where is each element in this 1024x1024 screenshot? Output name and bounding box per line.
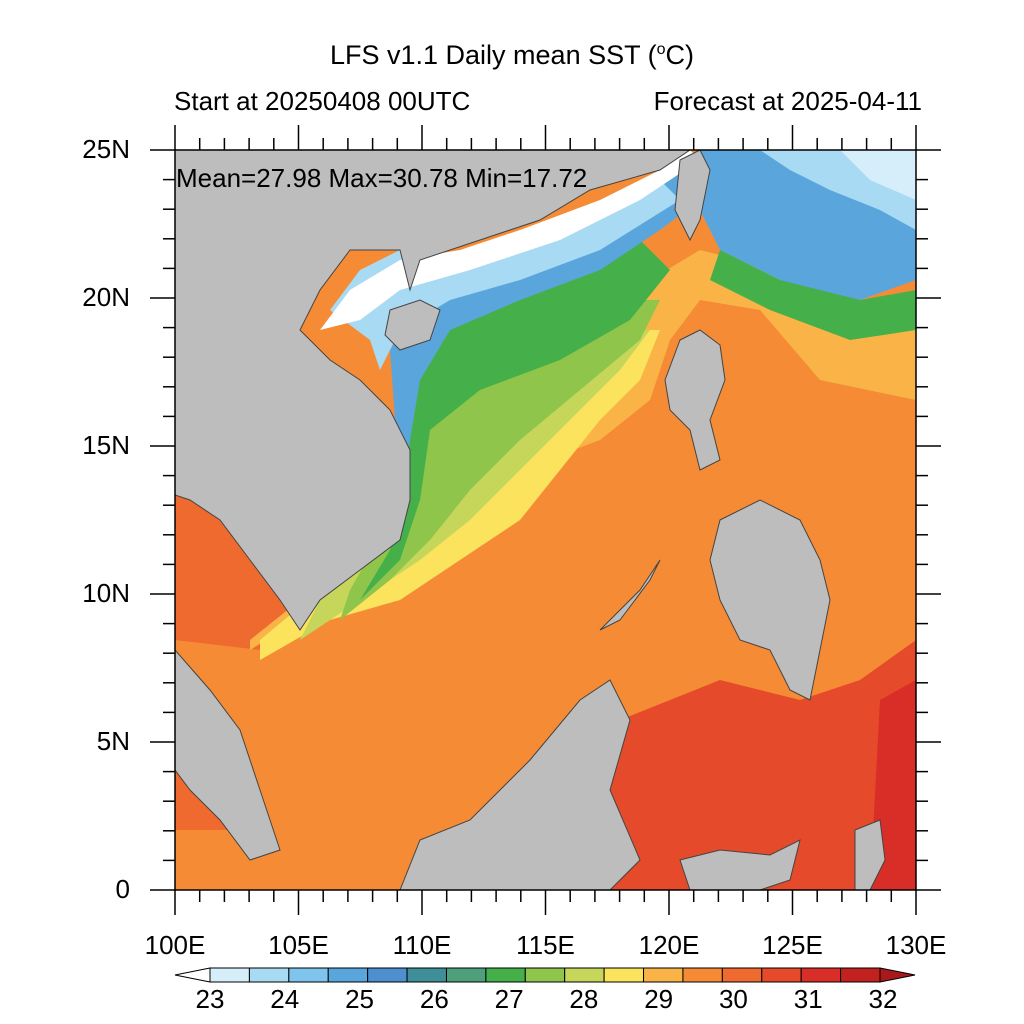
stats-label: Mean=27.98 Max=30.78 Min=17.72: [176, 163, 588, 193]
lat-tick-label: 25N: [82, 134, 130, 164]
sst-band-23-ne: [840, 150, 916, 200]
sst-band-24-coast: [330, 180, 680, 370]
lat-tick-label: 0: [115, 874, 130, 904]
colorbar-label: 31: [793, 984, 823, 1014]
land-halmahera: [854, 819, 886, 890]
colorbar-box: [721, 967, 763, 983]
sst-band-30-west: [175, 490, 300, 650]
land: [175, 150, 886, 890]
colorbar-box: [524, 967, 566, 983]
land-visayas-mindanao: [709, 499, 831, 701]
colorbar-label: 25: [345, 984, 374, 1014]
lon-tick-label: 120E: [638, 930, 700, 960]
lat-tick-label: 15N: [82, 430, 130, 460]
colorbar-box: [248, 967, 290, 983]
land-malay-peninsula: [175, 649, 281, 861]
forecast-time-label: Forecast at 2025-04-11: [653, 86, 922, 116]
colorbar-box: [406, 967, 447, 983]
lat-tick-label: 5N: [96, 726, 130, 756]
colorbar-box: [288, 967, 329, 983]
colorbar-box: [603, 967, 645, 983]
colorbar-label: 29: [644, 984, 674, 1014]
colorbar-box: [800, 967, 842, 983]
land-hainan: [384, 299, 441, 351]
land-sulawesi: [679, 839, 801, 890]
colorbar-label: 24: [270, 984, 300, 1014]
colorbar-label: 28: [569, 984, 599, 1014]
colorbar-label: 30: [718, 984, 748, 1014]
colorbar-box: [761, 967, 802, 983]
colorbar-box: [327, 967, 369, 983]
colorbar-max-triangle: [879, 967, 916, 983]
land-asia-mainland: [175, 150, 691, 631]
sst-band-31: [600, 640, 916, 890]
colorbar-box: [445, 967, 487, 983]
colorbar-box: [367, 967, 408, 983]
colorbar-box: [564, 967, 605, 983]
lat-tick-label: 20N: [82, 282, 130, 312]
colorbar-label: 26: [419, 984, 449, 1014]
colorbar-min-triangle: [174, 967, 211, 983]
lon-tick-label: 105E: [268, 930, 329, 960]
lon-tick-label: 130E: [885, 930, 947, 960]
sst-band-27: [340, 300, 660, 620]
sst-band-26-5-ne: [710, 250, 916, 340]
lon-tick-label: 100E: [144, 930, 206, 960]
land-taiwan: [674, 150, 711, 242]
start-time-label: Start at 20250408 00UTC: [174, 86, 471, 116]
colorbar-label: 32: [868, 984, 898, 1014]
map-field: [175, 150, 916, 890]
colorbar-box: [682, 967, 723, 983]
map-title: LFS v1.1 Daily mean SST (oC): [329, 40, 695, 70]
sst-band-cold-coast: [320, 150, 700, 330]
colorbar-label: 23: [195, 984, 225, 1014]
land-luzon: [664, 329, 726, 471]
colorbar: [174, 967, 916, 983]
lon-tick-label: 125E: [762, 930, 823, 960]
colorbar-box: [485, 967, 526, 983]
colorbar-box: [209, 967, 250, 983]
lat-tick-label: 10N: [82, 578, 130, 608]
colorbar-label: 27: [494, 984, 524, 1014]
axis-ticks: [150, 125, 941, 915]
colorbar-box: [840, 967, 881, 983]
colorbar-box: [643, 967, 684, 983]
land-palawan: [599, 559, 661, 631]
lon-tick-label: 115E: [516, 930, 575, 960]
land-borneo: [399, 679, 641, 890]
lon-tick-label: 110E: [392, 930, 452, 960]
